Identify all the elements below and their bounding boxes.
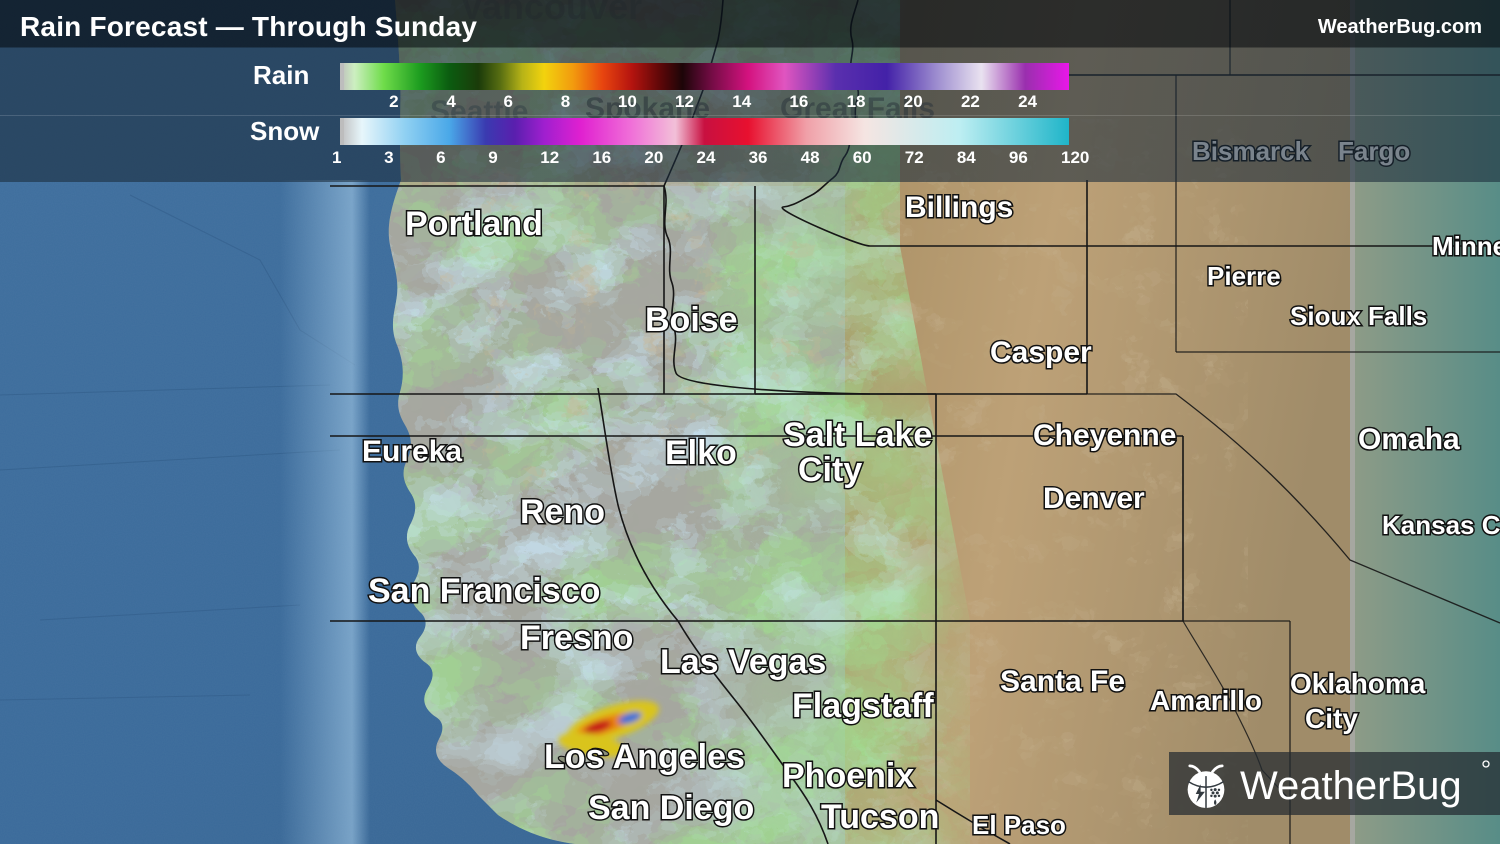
svg-text:WeatherBug: WeatherBug bbox=[1240, 764, 1462, 808]
